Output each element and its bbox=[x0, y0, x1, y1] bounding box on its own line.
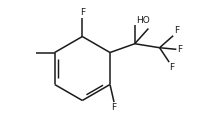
Text: F: F bbox=[170, 63, 175, 72]
Text: F: F bbox=[174, 26, 179, 35]
Text: HO: HO bbox=[136, 15, 150, 25]
Text: F: F bbox=[111, 103, 117, 112]
Text: F: F bbox=[177, 45, 182, 54]
Text: F: F bbox=[80, 8, 85, 17]
